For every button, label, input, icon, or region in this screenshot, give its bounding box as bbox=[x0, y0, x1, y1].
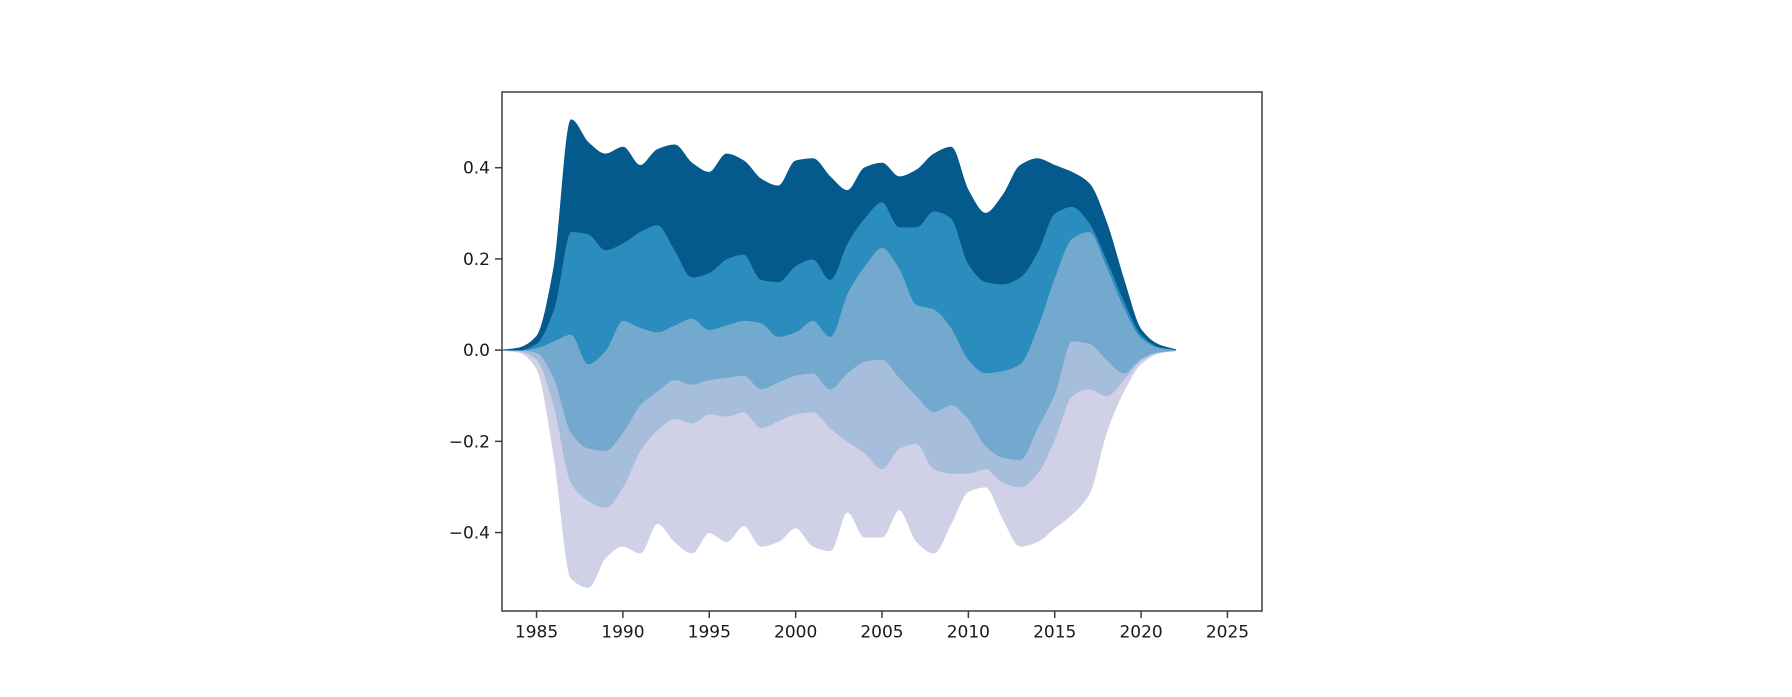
x-tick-label: 2010 bbox=[947, 622, 990, 642]
y-tick-label: −0.2 bbox=[449, 432, 490, 452]
x-tick-label: 2020 bbox=[1119, 622, 1162, 642]
y-tick-label: 0.2 bbox=[463, 250, 490, 270]
x-tick-label: 2015 bbox=[1033, 622, 1076, 642]
x-axis: 1985 1990 1995 2000 2005 2010 2015 2020 2025 bbox=[515, 611, 1249, 642]
x-tick-label: 2000 bbox=[774, 622, 817, 642]
y-tick-label: 0.0 bbox=[463, 341, 490, 361]
stream-layers bbox=[502, 119, 1177, 588]
layer-5-dark-blue bbox=[502, 119, 1176, 351]
x-tick-label: 1990 bbox=[601, 622, 644, 642]
y-tick-label: 0.4 bbox=[463, 159, 490, 179]
x-tick-label: 1995 bbox=[688, 622, 731, 642]
x-tick-label: 2005 bbox=[860, 622, 903, 642]
x-tick-label: 2025 bbox=[1206, 622, 1249, 642]
y-axis: 0.4 0.2 0.0 −0.2 −0.4 bbox=[449, 159, 502, 544]
y-tick-label: −0.4 bbox=[449, 524, 490, 544]
x-tick-label: 1985 bbox=[515, 622, 558, 642]
